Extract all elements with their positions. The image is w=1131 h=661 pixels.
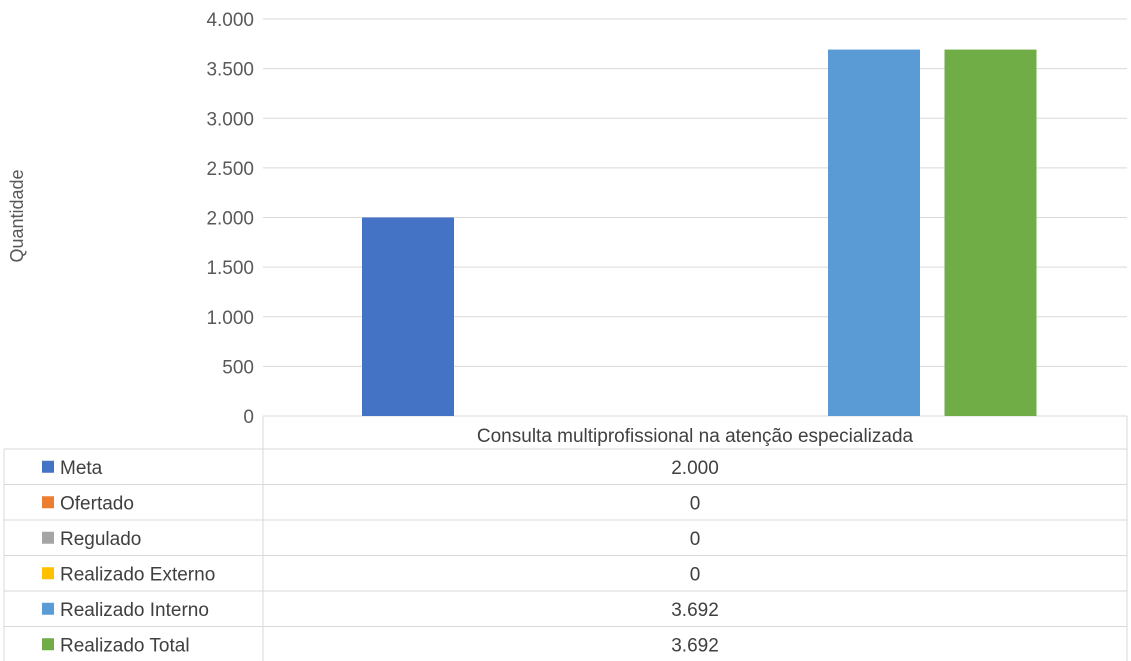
data-value-label: 3.692 <box>671 600 719 621</box>
bar-realizado-total <box>944 49 1037 416</box>
bar-realizado-interno <box>828 49 920 416</box>
legend-swatch <box>42 602 54 615</box>
y-tick-label: 1.000 <box>206 308 254 329</box>
data-value-label: 0 <box>690 529 701 550</box>
legend-label: Regulado <box>60 529 141 550</box>
y-tick-label: 2.000 <box>206 209 254 230</box>
legend-swatch <box>42 496 54 509</box>
bars <box>362 49 1037 416</box>
y-tick-label: 2.500 <box>206 159 254 180</box>
legend-swatch <box>42 460 54 473</box>
legend-swatch <box>42 531 54 544</box>
y-tick-label: 0 <box>243 407 254 428</box>
legend-swatch <box>42 567 54 580</box>
category-label: Consulta multiprofissional na atenção es… <box>477 426 914 447</box>
legend-label: Realizado Externo <box>60 564 215 585</box>
legend-swatch <box>42 638 54 651</box>
y-tick-label: 500 <box>222 357 254 378</box>
y-tick-label: 3.000 <box>206 109 254 130</box>
data-value-label: 2.000 <box>671 458 719 479</box>
bar-meta <box>362 217 454 416</box>
y-tick-label: 4.000 <box>206 10 254 31</box>
data-value-label: 0 <box>690 564 701 585</box>
data-value-label: 3.692 <box>671 635 719 656</box>
y-tick-label: 3.500 <box>206 60 254 81</box>
y-axis-ticks: 0 500 1.000 1.500 2.000 2.500 3.000 3.500 4.000 <box>206 10 254 428</box>
legend-label: Realizado Interno <box>60 600 209 621</box>
data-value-label: 0 <box>690 493 701 514</box>
legend-label: Ofertado <box>60 493 134 514</box>
y-tick-label: 1.500 <box>206 258 254 279</box>
data-table: Consulta multiprofissional na atenção es… <box>3 416 1128 661</box>
legend-label: Realizado Total <box>60 635 190 656</box>
y-axis-label: Quantidade <box>7 169 27 262</box>
legend-label: Meta <box>60 458 103 479</box>
